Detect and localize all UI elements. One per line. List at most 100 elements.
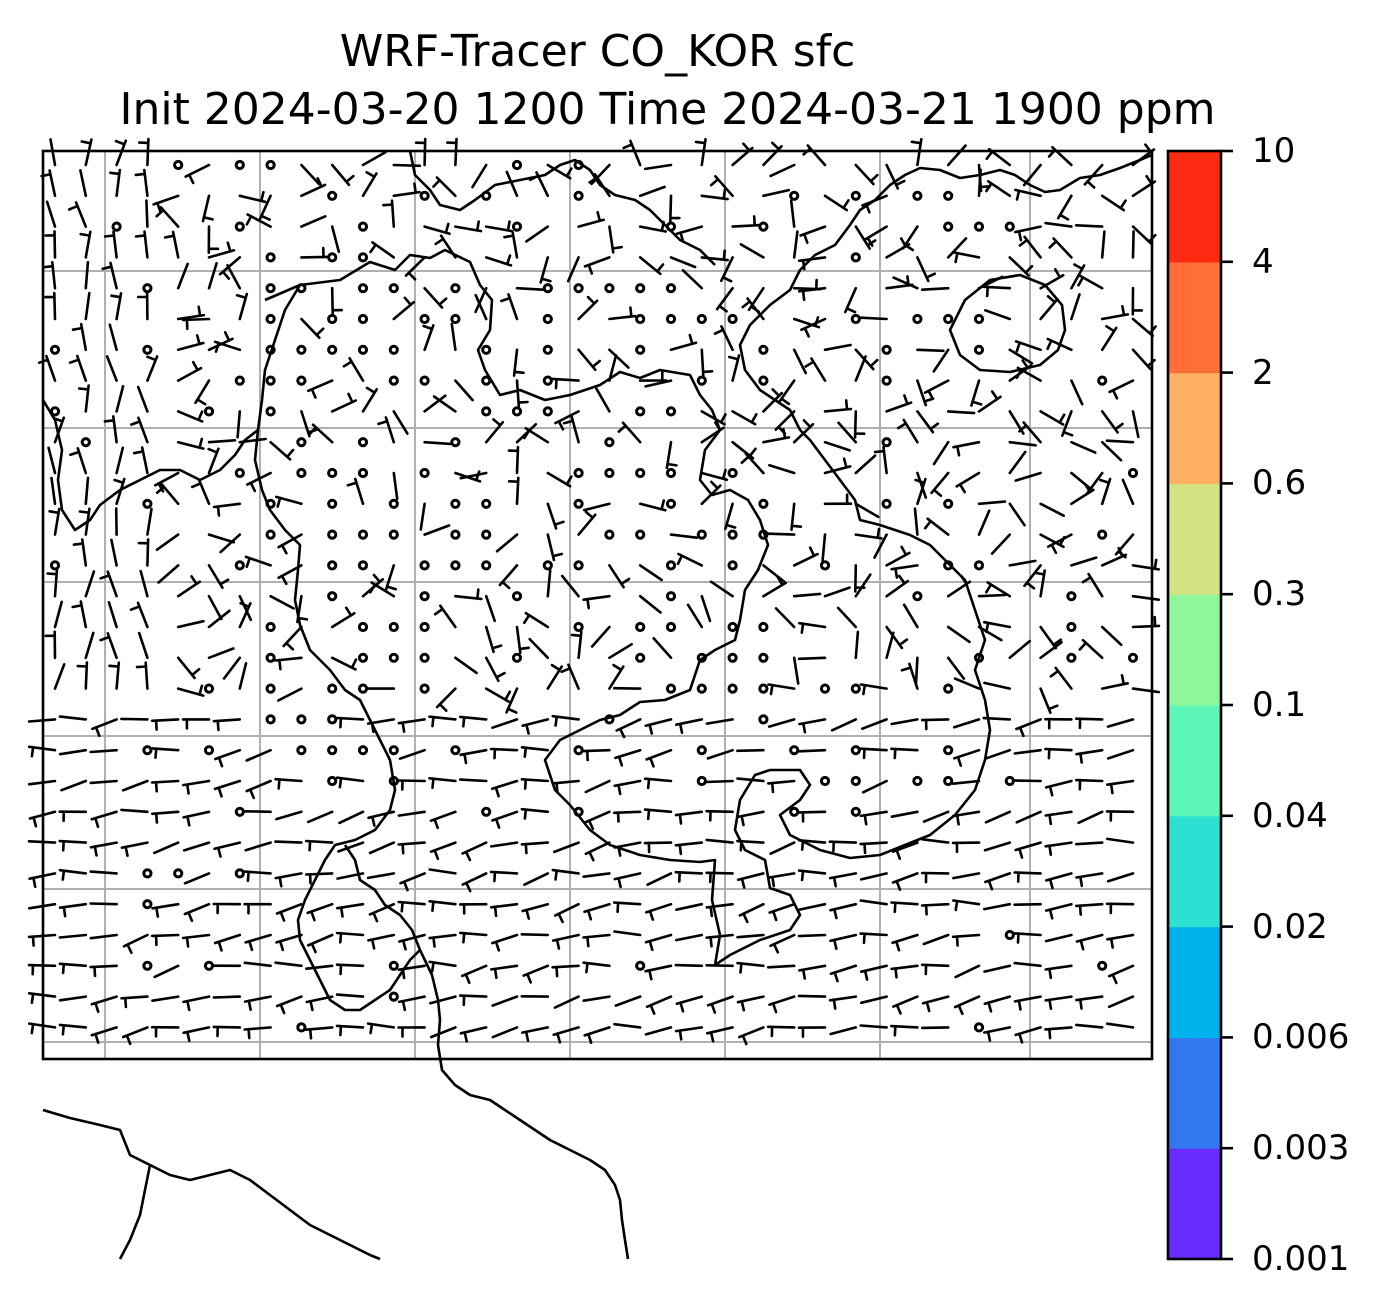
calm-circle bbox=[327, 498, 338, 509]
wind-barb bbox=[1039, 625, 1063, 650]
wind-barb bbox=[336, 872, 365, 880]
calm-circle bbox=[635, 406, 646, 417]
wind-barb bbox=[798, 621, 827, 634]
calm-circle bbox=[388, 775, 399, 787]
wind-barb bbox=[459, 1026, 488, 1043]
wind-barb bbox=[84, 261, 90, 290]
wind-barb bbox=[422, 324, 435, 352]
wind-barb bbox=[613, 872, 642, 889]
wind-barb bbox=[277, 564, 303, 586]
calm-circle bbox=[943, 745, 954, 756]
wind-barb bbox=[1008, 440, 1037, 447]
wind-barb bbox=[638, 594, 662, 614]
calm-circle bbox=[511, 406, 523, 417]
wind-barb bbox=[798, 718, 827, 734]
calm-circle bbox=[49, 344, 61, 355]
wind-barb bbox=[767, 683, 796, 696]
wind-barb bbox=[484, 656, 506, 683]
wind-barb bbox=[1008, 348, 1034, 365]
wind-barb bbox=[1105, 439, 1135, 444]
calm-circle bbox=[573, 621, 584, 633]
wind-barb bbox=[983, 681, 1012, 690]
wind-barb bbox=[1070, 379, 1084, 406]
wind-barb bbox=[107, 600, 118, 629]
wind-barb bbox=[560, 574, 580, 598]
wind-barb bbox=[377, 416, 396, 444]
wind-barb bbox=[638, 499, 667, 512]
wind-barb bbox=[686, 603, 704, 629]
colorbar-tick-label: 0.003 bbox=[1252, 1128, 1350, 1169]
wind-barb bbox=[72, 538, 88, 567]
calm-circle bbox=[819, 683, 831, 694]
wind-barb bbox=[491, 1026, 519, 1039]
wind-barb bbox=[644, 964, 673, 981]
calm-circle bbox=[327, 714, 338, 725]
calm-circle bbox=[296, 714, 307, 725]
wind-barb bbox=[1100, 230, 1106, 259]
wind-barb bbox=[428, 715, 457, 728]
wind-barb bbox=[58, 810, 88, 822]
wind-barb bbox=[1044, 841, 1073, 856]
wind-barb bbox=[674, 810, 704, 825]
calm-circle bbox=[789, 806, 800, 817]
calm-circle bbox=[850, 775, 861, 787]
wind-barb bbox=[136, 291, 149, 321]
wind-barb bbox=[151, 810, 180, 824]
wind-barb bbox=[404, 256, 426, 281]
calm-circle bbox=[296, 1022, 307, 1033]
wind-barb bbox=[799, 225, 827, 244]
wind-barb bbox=[304, 839, 334, 852]
wind-barb bbox=[89, 748, 118, 754]
wind-barb bbox=[58, 868, 88, 881]
wind-barb bbox=[854, 502, 880, 519]
wind-barb bbox=[551, 964, 580, 978]
wind-barb bbox=[109, 168, 122, 198]
calm-circle bbox=[819, 775, 831, 787]
wind-barb bbox=[183, 872, 211, 885]
wind-barb bbox=[566, 256, 580, 283]
wind-barb bbox=[507, 445, 520, 475]
wind-barb bbox=[1131, 687, 1161, 694]
wind-barb bbox=[546, 569, 552, 598]
wind-barb bbox=[953, 677, 981, 690]
wind-barb bbox=[613, 779, 642, 796]
wind-barb bbox=[546, 533, 563, 562]
wind-barb bbox=[859, 932, 888, 945]
wind-barb bbox=[105, 355, 118, 382]
wind-barb bbox=[645, 995, 673, 1015]
wind-barb bbox=[1008, 639, 1031, 660]
wind-barb bbox=[823, 440, 851, 452]
wind-barb bbox=[644, 933, 673, 952]
wind-barb bbox=[134, 230, 149, 259]
wind-barb bbox=[859, 810, 888, 826]
wind-barb bbox=[58, 962, 88, 975]
wind-barb bbox=[674, 963, 704, 968]
calm-circle bbox=[1066, 621, 1077, 633]
wind-barb bbox=[553, 841, 580, 854]
calm-circle bbox=[573, 806, 584, 817]
wind-barb bbox=[489, 902, 519, 918]
wind-barb bbox=[946, 237, 968, 259]
calm-circle bbox=[203, 960, 215, 971]
calm-circle bbox=[265, 529, 276, 540]
wind-barb bbox=[645, 902, 673, 921]
wind-barb bbox=[638, 564, 663, 582]
wind-barb bbox=[491, 810, 519, 829]
wind-barb bbox=[139, 569, 149, 598]
wind-barb bbox=[484, 625, 503, 654]
wind-barb bbox=[300, 317, 325, 340]
wind-barb bbox=[1018, 421, 1042, 444]
wind-barb bbox=[916, 348, 945, 353]
calm-circle bbox=[450, 313, 461, 325]
wind-barb bbox=[58, 715, 88, 721]
wind-barb bbox=[1074, 717, 1104, 730]
wind-barb bbox=[238, 437, 267, 444]
calm-circle bbox=[265, 375, 276, 386]
calm-circle bbox=[450, 437, 461, 448]
calm-circle bbox=[573, 159, 584, 171]
wind-barb bbox=[736, 748, 765, 753]
wind-barb bbox=[768, 995, 796, 1014]
wind-barb bbox=[296, 594, 309, 624]
wind-barb bbox=[705, 902, 734, 918]
wind-barb bbox=[946, 144, 967, 167]
